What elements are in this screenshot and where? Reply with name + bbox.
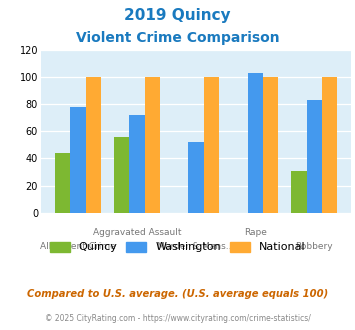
Bar xyxy=(70,107,86,213)
Text: Compared to U.S. average. (U.S. average equals 100): Compared to U.S. average. (U.S. average … xyxy=(27,289,328,299)
Text: Violent Crime Comparison: Violent Crime Comparison xyxy=(76,31,279,45)
Text: Robbery: Robbery xyxy=(295,242,333,251)
Text: All Violent Crime: All Violent Crime xyxy=(40,242,116,251)
Bar xyxy=(189,142,204,213)
Legend: Quincy, Washington, National: Quincy, Washington, National xyxy=(45,237,310,257)
Text: Murder & Mans...: Murder & Mans... xyxy=(158,242,235,251)
Bar xyxy=(247,73,263,213)
Text: Aggravated Assault: Aggravated Assault xyxy=(93,228,181,237)
Text: 2019 Quincy: 2019 Quincy xyxy=(124,8,231,23)
Bar xyxy=(291,171,307,213)
Text: © 2025 CityRating.com - https://www.cityrating.com/crime-statistics/: © 2025 CityRating.com - https://www.city… xyxy=(45,314,310,323)
Bar xyxy=(307,100,322,213)
Bar xyxy=(129,115,145,213)
Bar xyxy=(204,77,219,213)
Bar xyxy=(263,77,278,213)
Bar xyxy=(86,77,101,213)
Text: Rape: Rape xyxy=(244,228,267,237)
Bar xyxy=(145,77,160,213)
Bar xyxy=(55,153,70,213)
Bar xyxy=(114,137,129,213)
Bar xyxy=(322,77,337,213)
